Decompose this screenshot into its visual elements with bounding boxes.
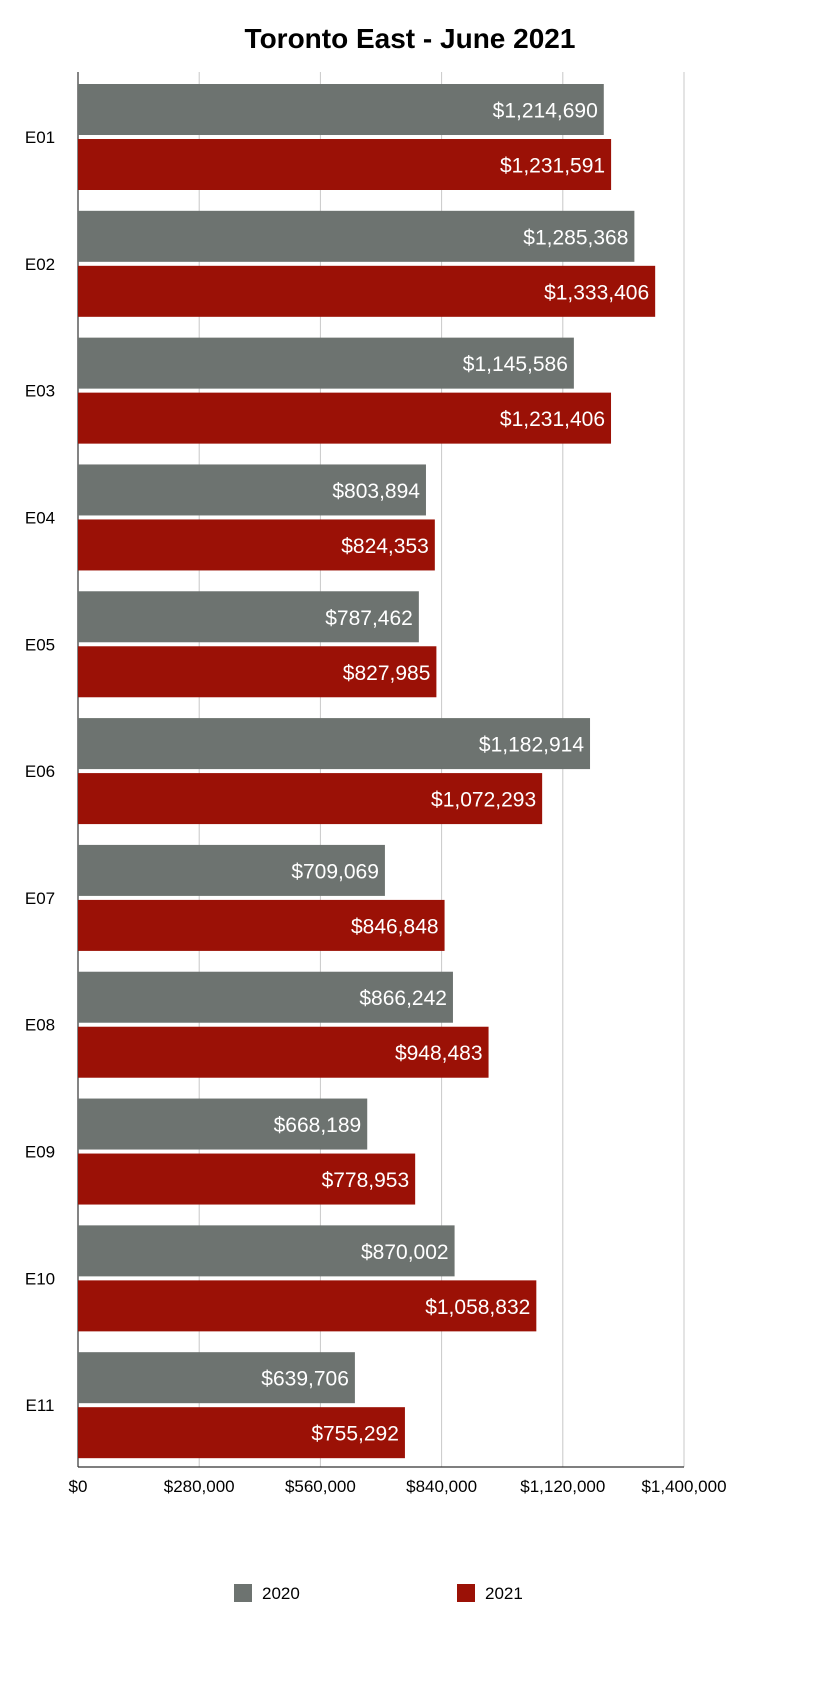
data-label: $709,069 bbox=[291, 860, 379, 883]
bar-2021-E09 bbox=[78, 1153, 416, 1205]
bar-2021-E01 bbox=[78, 139, 612, 190]
data-label: $1,182,914 bbox=[479, 734, 584, 757]
data-label: $948,483 bbox=[395, 1042, 483, 1065]
bar-2021-E10 bbox=[78, 1280, 537, 1332]
bar-2020-E06 bbox=[78, 718, 591, 770]
bar-2020-E05 bbox=[78, 591, 419, 643]
data-label: $1,072,293 bbox=[431, 789, 536, 812]
category-label: E03 bbox=[25, 382, 55, 401]
data-label: $824,353 bbox=[341, 535, 429, 558]
bar-2020-E10 bbox=[78, 1225, 455, 1277]
bar-2020-E04 bbox=[78, 464, 426, 516]
data-label: $668,189 bbox=[274, 1114, 362, 1137]
bar-2020-E02 bbox=[78, 210, 635, 262]
x-tick-label: $0 bbox=[69, 1477, 88, 1496]
category-label: E05 bbox=[25, 635, 55, 654]
data-label: $1,058,832 bbox=[425, 1296, 530, 1319]
category-label: E06 bbox=[25, 762, 55, 781]
data-label: $639,706 bbox=[261, 1368, 349, 1391]
data-label: $803,894 bbox=[332, 480, 420, 503]
category-labels: E01 E02 E03 E04 E05 E06 E07 E08 E09 E10 E11 bbox=[25, 128, 55, 1415]
bar-2020-E03 bbox=[78, 337, 574, 389]
category-label: E04 bbox=[25, 508, 55, 527]
legend-swatch-2021 bbox=[457, 1584, 475, 1602]
category-label: E10 bbox=[25, 1269, 55, 1288]
data-label: $1,214,690 bbox=[493, 100, 598, 123]
category-label: E11 bbox=[26, 1396, 55, 1415]
data-label: $870,002 bbox=[361, 1241, 449, 1264]
x-tick-label: $1,400,000 bbox=[641, 1477, 726, 1496]
data-label: $846,848 bbox=[351, 915, 439, 938]
category-label: E07 bbox=[25, 889, 55, 908]
category-label: E01 bbox=[25, 128, 55, 147]
data-label: $787,462 bbox=[325, 607, 413, 630]
data-label: $755,292 bbox=[311, 1423, 399, 1446]
data-label: $1,145,586 bbox=[463, 353, 568, 376]
x-tick-label: $840,000 bbox=[406, 1477, 477, 1496]
x-tick-label: $280,000 bbox=[164, 1477, 235, 1496]
category-label: E09 bbox=[25, 1143, 55, 1162]
bar-2020-E09 bbox=[78, 1098, 368, 1150]
bar-2021-E05 bbox=[78, 646, 437, 698]
bar-2020-E08 bbox=[78, 971, 453, 1023]
bar-2021-E04 bbox=[78, 519, 435, 571]
bar-2021-E03 bbox=[78, 392, 612, 444]
bar-2021-E11 bbox=[78, 1407, 405, 1459]
category-label: E02 bbox=[25, 255, 55, 274]
legend-label: 2020 bbox=[262, 1584, 300, 1603]
data-label: $866,242 bbox=[359, 987, 447, 1010]
data-label: $1,285,368 bbox=[523, 226, 628, 249]
x-axis-ticks: $0 $280,000 $560,000 $840,000 $1,120,000 $1,4… bbox=[69, 1477, 727, 1496]
bar-2021-E08 bbox=[78, 1026, 489, 1078]
legend-swatch-2020 bbox=[234, 1584, 252, 1602]
data-label: $1,333,406 bbox=[544, 281, 649, 304]
x-tick-label: $560,000 bbox=[285, 1477, 356, 1496]
x-tick-label: $1,120,000 bbox=[520, 1477, 605, 1496]
data-label: $1,231,406 bbox=[500, 408, 605, 431]
bars: $1,214,690 $1,231,591 $1,285,368 $1,333,406… bbox=[78, 84, 656, 1459]
legend: 2020 2021 bbox=[234, 1584, 523, 1603]
bar-2021-E02 bbox=[78, 265, 656, 317]
bar-2021-E07 bbox=[78, 899, 445, 951]
data-label: $778,953 bbox=[322, 1169, 410, 1192]
data-label: $1,231,591 bbox=[500, 155, 605, 178]
chart-title: Toronto East - June 2021 bbox=[245, 23, 576, 54]
data-label: $827,985 bbox=[343, 662, 431, 685]
bar-2020-E01 bbox=[78, 84, 604, 135]
bar-2020-E11 bbox=[78, 1352, 355, 1404]
bar-2021-E06 bbox=[78, 773, 543, 825]
bar-2020-E07 bbox=[78, 844, 385, 896]
category-label: E08 bbox=[25, 1016, 55, 1035]
legend-label: 2021 bbox=[485, 1584, 523, 1603]
